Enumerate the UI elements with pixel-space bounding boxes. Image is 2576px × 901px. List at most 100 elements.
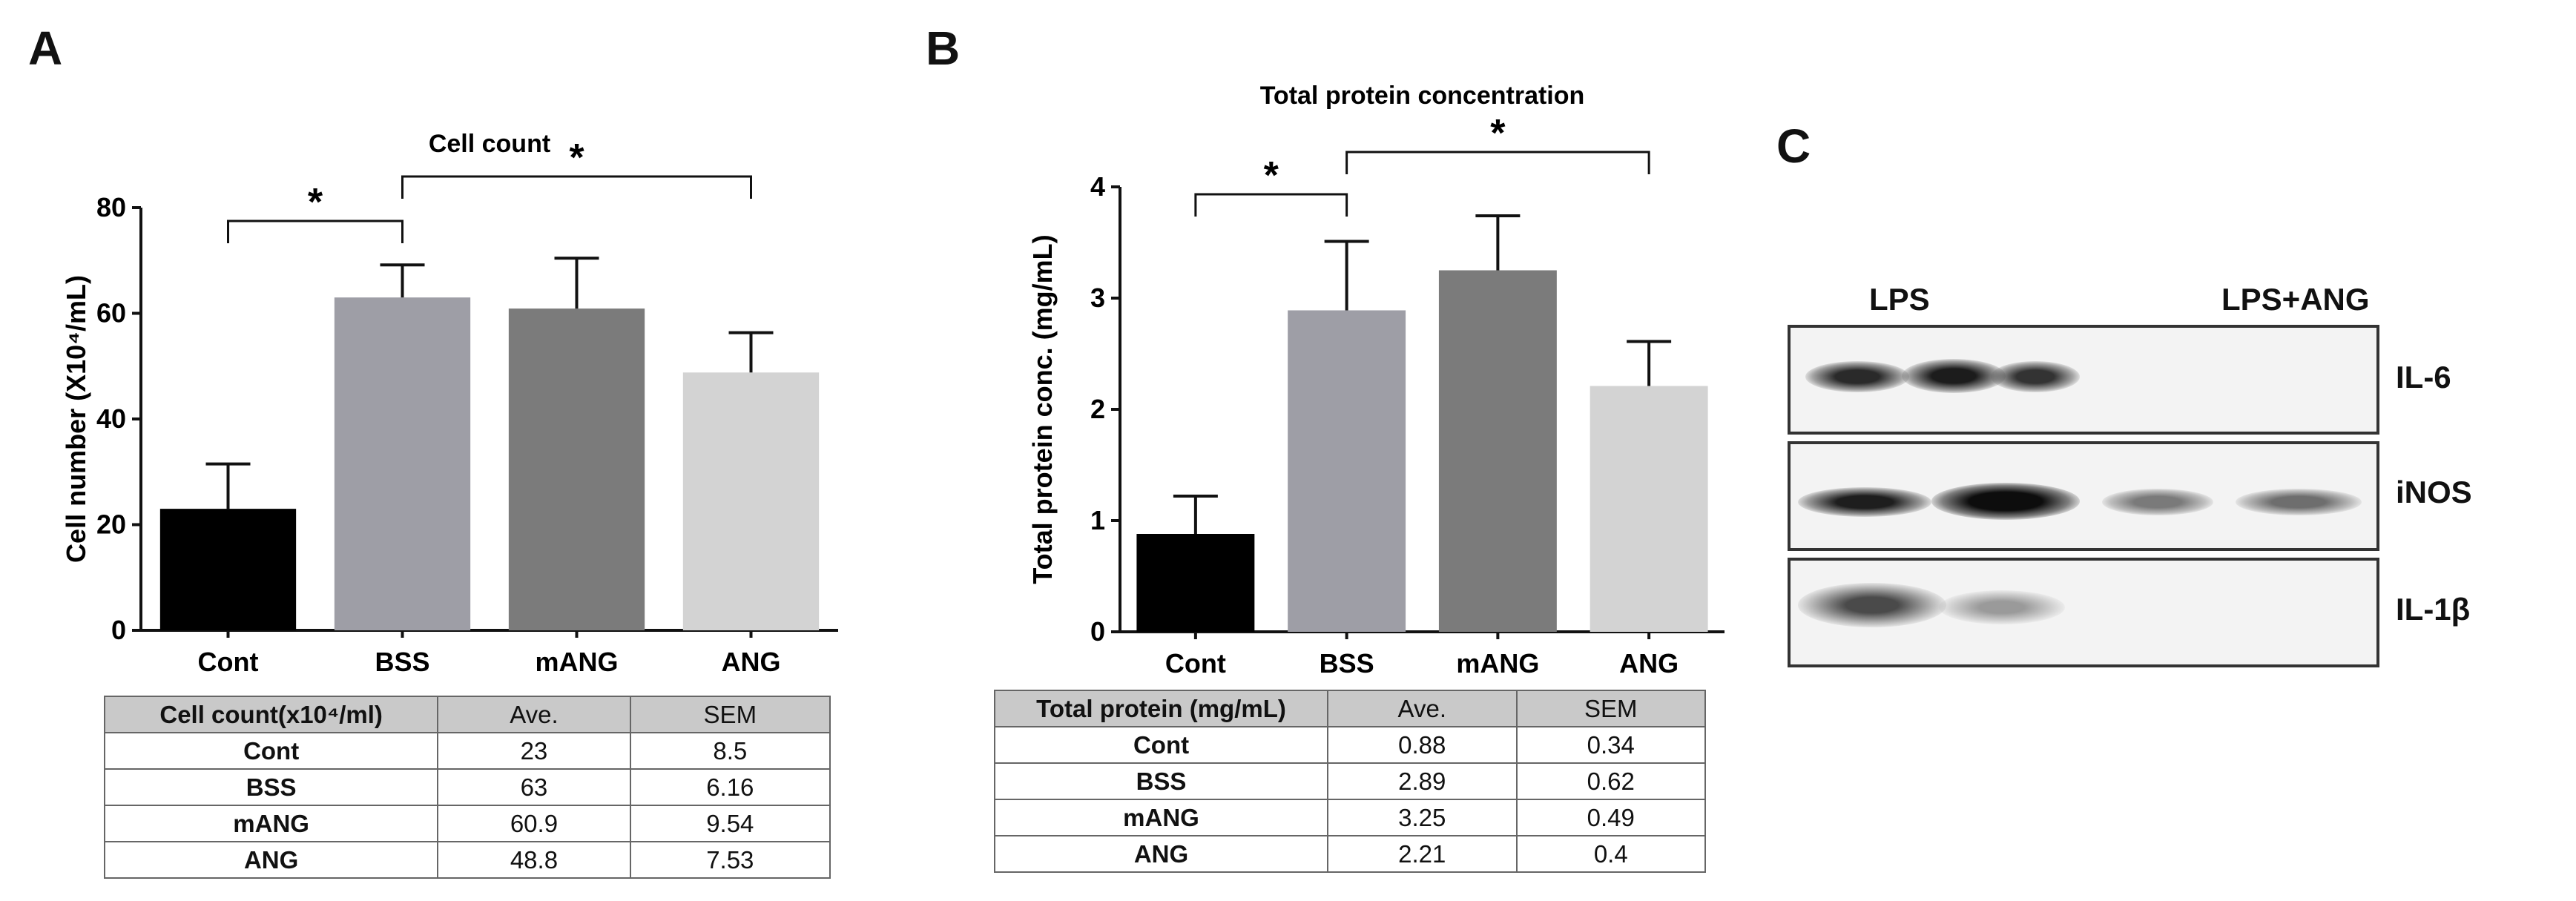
y-tick-label: 1 — [1090, 505, 1105, 535]
table-row: BSS 63 6.16 — [103, 768, 831, 806]
chart-title: Total protein concentration — [1260, 82, 1585, 110]
significance-star: * — [569, 136, 584, 179]
blot-strip-il1b — [1788, 558, 2379, 667]
table-cell: 2.89 — [1327, 762, 1518, 800]
y-tick-label: 20 — [96, 509, 126, 540]
table-cell: 60.9 — [437, 805, 631, 842]
x-tick-label: Cont — [1165, 648, 1226, 679]
table-total-protein: Total protein (mg/mL) Ave. SEM Cont 0.88 0.3… — [993, 690, 1706, 873]
bar-ang — [682, 372, 820, 630]
significance-star: * — [1490, 112, 1506, 155]
bar-bss — [334, 297, 471, 630]
bar-mang — [508, 308, 645, 630]
significance-star: * — [308, 181, 323, 224]
band-inos-lane1 — [1798, 487, 1931, 517]
table-cell: 2.21 — [1327, 835, 1518, 873]
bar-mang — [1438, 270, 1557, 632]
table-cell: 9.54 — [629, 805, 831, 842]
table-cell: 3.25 — [1327, 799, 1518, 836]
table-cell: 23 — [437, 732, 631, 770]
significance-bracket — [401, 175, 752, 199]
table-row: ANG 2.21 0.4 — [993, 835, 1706, 873]
table-cell: 0.88 — [1327, 726, 1518, 764]
band-inos-lane2 — [1931, 483, 2080, 520]
significance-star: * — [1264, 154, 1279, 197]
blot-strip-il6 — [1788, 325, 2379, 435]
significance-bracket — [227, 220, 403, 243]
table-row-label: Cont — [103, 732, 439, 770]
table-row-label: mANG — [993, 799, 1329, 836]
table-row: Cont 23 8.5 — [103, 732, 831, 770]
x-tick-label: ANG — [722, 647, 781, 677]
bar-bss — [1288, 310, 1406, 632]
table-header-cell: Ave. — [437, 696, 631, 733]
band-il6-lane3 — [1991, 361, 2080, 392]
y-tick-label: 2 — [1090, 394, 1105, 424]
chart-cell-count: Cell count Cell number (X10⁴/mL) 0 20 40 60 80… — [61, 130, 838, 677]
x-tick-label: BSS — [1320, 648, 1374, 679]
table-cell: 7.53 — [629, 841, 831, 879]
panel-label-c: C — [1776, 119, 1811, 173]
band-inos-lane4 — [2236, 489, 2362, 515]
band-il1b-lane1 — [1798, 583, 1946, 627]
y-tick-label: 4 — [1090, 171, 1105, 202]
band-il1b-lane2 — [1939, 590, 2065, 624]
table-row: mANG 3.25 0.49 — [993, 799, 1706, 836]
blot-group-label-lps: LPS — [1869, 282, 1930, 317]
table-row: Cont 0.88 0.34 — [993, 726, 1706, 764]
table-cell: 63 — [437, 768, 631, 806]
y-axis-label: Total protein conc. (mg/mL) — [1027, 234, 1058, 584]
table-cell: 0.4 — [1515, 835, 1706, 873]
significance-bracket — [1194, 193, 1348, 217]
y-tick-label: 40 — [96, 403, 126, 434]
band-il6-lane1 — [1805, 361, 1909, 392]
table-cell: 0.62 — [1515, 762, 1706, 800]
table-row: BSS 2.89 0.62 — [993, 762, 1706, 800]
table-header-cell: SEM — [1515, 690, 1706, 727]
table-header-row: Total protein (mg/mL) Ave. SEM — [993, 690, 1706, 727]
x-tick-label: mANG — [1456, 648, 1539, 679]
table-header-cell: Total protein (mg/mL) — [993, 690, 1329, 727]
band-inos-lane3 — [2102, 489, 2213, 515]
chart-title: Cell count — [429, 130, 550, 158]
table-header-cell: Cell count(x10⁴/ml) — [103, 696, 439, 733]
x-tick-label: ANG — [1619, 648, 1679, 679]
table-header-cell: Ave. — [1327, 690, 1518, 727]
table-cell-count: Cell count(x10⁴/ml) Ave. SEM Cont 23 8.5 BSS 6… — [103, 696, 831, 879]
panel-label-b: B — [926, 22, 961, 75]
table-row: ANG 48.8 7.53 — [103, 841, 831, 879]
band-il6-lane2 — [1902, 359, 2006, 393]
table-row-label: BSS — [103, 768, 439, 806]
table-header-cell: SEM — [629, 696, 831, 733]
y-tick-label: 60 — [96, 298, 126, 329]
bar-cont — [159, 509, 297, 630]
table-cell: 0.49 — [1515, 799, 1706, 836]
y-tick-label: 3 — [1090, 283, 1105, 313]
table-row-label: Cont — [993, 726, 1329, 764]
y-axis-label: Cell number (X10⁴/mL) — [61, 275, 91, 563]
table-cell: 0.34 — [1515, 726, 1706, 764]
chart-total-protein: Total protein concentration Total protein… — [1027, 82, 1725, 679]
x-tick-label: Cont — [198, 647, 259, 677]
table-row-label: mANG — [103, 805, 439, 842]
table-row-label: BSS — [993, 762, 1329, 800]
bar-ang — [1590, 386, 1708, 632]
x-tick-label: BSS — [375, 647, 429, 677]
x-tick-label: mANG — [535, 647, 618, 677]
significance-bracket — [1345, 151, 1650, 174]
table-row-label: ANG — [993, 835, 1329, 873]
y-tick-label: 80 — [96, 192, 126, 222]
table-header-row: Cell count(x10⁴/ml) Ave. SEM — [103, 696, 831, 733]
table-row: mANG 60.9 9.54 — [103, 805, 831, 842]
panel-label-a: A — [28, 22, 63, 75]
blot-band-label-il1b: IL-1β — [2396, 592, 2471, 627]
blot-group-label-lps-ang: LPS+ANG — [2221, 282, 2370, 317]
table-row-label: ANG — [103, 841, 439, 879]
blot-band-label-il6: IL-6 — [2396, 360, 2451, 395]
table-cell: 8.5 — [629, 732, 831, 770]
western-blot: LPS LPS+ANG IL-6 iNOS IL-1β — [1780, 267, 2507, 712]
table-cell: 48.8 — [437, 841, 631, 879]
blot-strip-inos — [1788, 441, 2379, 551]
blot-band-label-inos: iNOS — [2396, 475, 2472, 509]
table-cell: 6.16 — [629, 768, 831, 806]
